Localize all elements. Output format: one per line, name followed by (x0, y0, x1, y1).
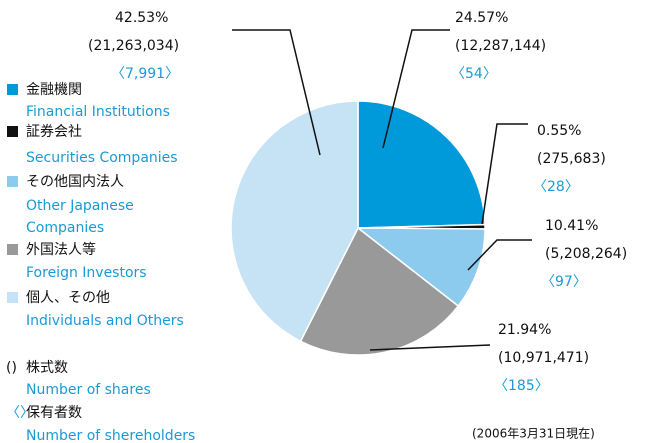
percent-label: 24.57% (455, 10, 508, 26)
holders-label: 〈7,991〉 (111, 66, 179, 82)
legend-label-en: Individuals and Others (26, 313, 184, 329)
shares-label: (10,971,471) (498, 350, 589, 366)
legend-label-ja: その他国内法人 (26, 174, 124, 190)
legend-label-en: Companies (26, 220, 104, 236)
pie-slice (230, 100, 359, 343)
legend-swatch (7, 126, 18, 137)
note-symbol: 〈〉 (6, 405, 34, 421)
legend-swatch (7, 244, 18, 255)
percent-label: 21.94% (498, 322, 551, 338)
note-label-ja: 保有者数 (26, 405, 82, 421)
percent-label: 42.53% (115, 10, 168, 26)
holders-label: 〈54〉 (451, 66, 497, 82)
legend-swatch (7, 292, 18, 303)
pie-slice (355, 227, 486, 308)
legend-label-ja: 証券会社 (26, 124, 82, 140)
percent-label: 0.55% (537, 123, 581, 139)
holders-label: 〈28〉 (533, 179, 579, 195)
date-note: (2006年3月31日現在) (472, 427, 595, 441)
holders-label: 〈97〉 (541, 274, 587, 290)
legend-label-ja: 外国法人等 (26, 241, 96, 258)
legend-label-ja: 金融機関 (26, 82, 82, 98)
legend-label-en: Other Japanese (26, 198, 134, 214)
leader-line (467, 239, 532, 271)
legend-swatch (7, 84, 18, 95)
legend-label-en: Financial Institutions (26, 104, 170, 120)
leader-line (369, 344, 491, 351)
shares-label: (12,287,144) (455, 38, 546, 54)
legend-swatch (7, 176, 18, 187)
percent-label: 10.41% (545, 218, 598, 234)
note-label-ja: 株式数 (26, 360, 68, 376)
leader-line (481, 123, 528, 225)
leader-line (232, 29, 321, 156)
shares-label: (275,683) (537, 151, 606, 167)
note-symbol: () (6, 360, 17, 376)
holders-label: 〈185〉 (494, 378, 549, 394)
note-label-en: Number of shares (26, 382, 151, 398)
legend-label-ja: 個人、その他 (26, 290, 110, 306)
legend-label-en: Securities Companies (26, 150, 178, 166)
note-label-en: Number of shereholders (26, 428, 195, 443)
pie-slice (357, 100, 486, 229)
leader-line (382, 29, 450, 149)
pie-slice (299, 226, 460, 356)
shares-label: (21,263,034) (88, 38, 179, 54)
legend-label-en: Foreign Investors (26, 265, 147, 281)
shares-label: (5,208,264) (545, 246, 627, 262)
